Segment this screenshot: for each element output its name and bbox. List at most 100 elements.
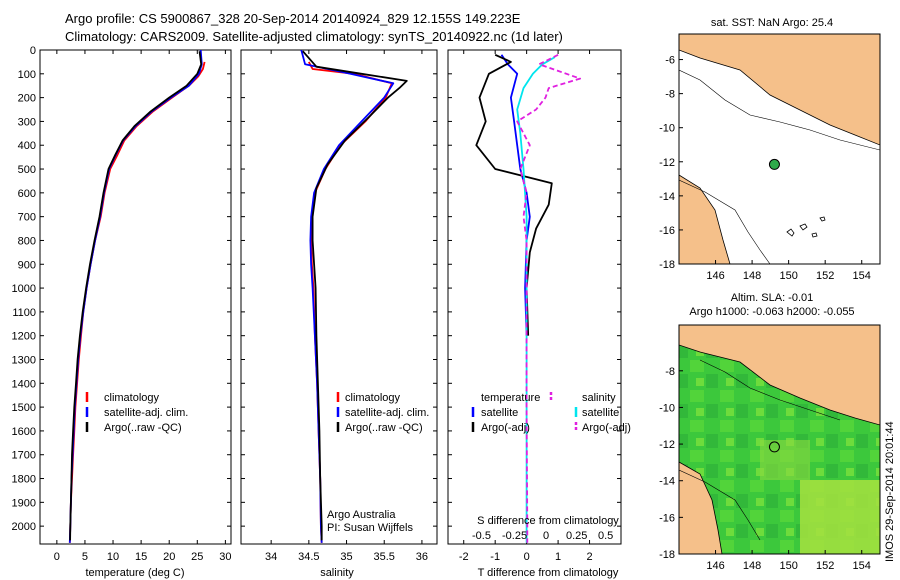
xtick-label: 1 (555, 551, 561, 563)
ytick-label: 300 (18, 116, 36, 128)
sla-map-float-marker (768, 441, 780, 453)
salinity-xlabel: salinity (320, 567, 354, 579)
map-ytick-label: -18 (659, 259, 675, 271)
diff-top-tick-3: 0.25 (566, 530, 587, 542)
map-xtick-label: 146 (706, 270, 724, 282)
xtick-label: 5 (82, 551, 88, 563)
temp-legend-sat: satellite-adj. clim. (104, 407, 188, 419)
temperature-legend: climatology satellite-adj. clim. Argo(..… (85, 392, 188, 434)
ytick-label: 500 (18, 164, 36, 176)
map-xtick-label: 150 (779, 270, 797, 282)
diff-legend-sargo: Argo(-adj) (582, 422, 631, 434)
map-xtick-label: 148 (743, 560, 761, 572)
series-line-2 (69, 51, 203, 541)
sst-map-shelf-contour (679, 69, 880, 151)
ytick-label: 2000 (12, 521, 36, 533)
xtick-label: 15 (135, 551, 147, 563)
xtick-label: 30 (219, 551, 231, 563)
ytick-label: 600 (18, 188, 36, 200)
sla-map-high-anomaly (800, 480, 880, 554)
xtick-label: 0 (54, 551, 60, 563)
series-line-1 (475, 53, 553, 336)
diff-top-tick-4: 0.5 (598, 530, 613, 542)
sst-map: sat. SST: NaN Argo: 25.4 146 148 150 152 154… (659, 17, 881, 282)
diff-legend-ssat: satellite (582, 407, 619, 419)
ytick-label: 1800 (12, 474, 36, 486)
ytick-label: 1000 (12, 283, 36, 295)
ytick-label: 400 (18, 140, 36, 152)
map-ytick-label: -16 (659, 512, 675, 524)
figure-title-line1: Argo profile: CS 5900867_328 20-Sep-2014… (65, 11, 521, 26)
sal-legend-sat: satellite-adj. clim. (345, 407, 429, 419)
side-timestamp-label: IMOS 29-Sep-2014 20:01:44 (884, 421, 896, 562)
ytick-label: 1900 (12, 497, 36, 509)
diff-top-tick-2: 0 (543, 530, 549, 542)
sst-map-title: sat. SST: NaN Argo: 25.4 (711, 17, 833, 29)
sla-map: Altim. SLA: -0.01 Argo h1000: -0.063 h20… (659, 292, 881, 572)
ytick-label: 1100 (12, 307, 36, 319)
map-xtick-label: 154 (853, 270, 871, 282)
salinity-axes-box (240, 49, 438, 545)
xtick-label: 34.5 (298, 551, 319, 563)
sst-map-reef-contour (679, 179, 771, 264)
ytick-label: 900 (18, 259, 36, 271)
ytick-label: 0 (30, 45, 36, 57)
map-ytick-label: -16 (659, 225, 675, 237)
xtick-label: 36 (416, 551, 428, 563)
xtick-label: 25 (191, 551, 203, 563)
ytick-label: 1200 (12, 331, 36, 343)
sst-map-frame (678, 33, 881, 265)
ytick-label: 700 (18, 212, 36, 224)
xtick-label: 35 (340, 551, 352, 563)
salinity-annotation-2: PI: Susan Wijffels (327, 522, 413, 534)
sla-map-reef-contour (679, 469, 761, 541)
sst-map-islands (786, 216, 826, 238)
sal-legend-clim: climatology (345, 392, 401, 404)
ytick-label: 1700 (12, 450, 36, 462)
sla-map-contour (699, 359, 841, 421)
map-xtick-label: 146 (706, 560, 724, 572)
ytick-label: 800 (18, 235, 36, 247)
ytick-label: 1400 (12, 378, 36, 390)
map-ytick-label: -10 (659, 402, 675, 414)
xtick-label: 35.5 (374, 551, 395, 563)
figure-title-line2: Climatology: CARS2009. Satellite-adjuste… (65, 29, 563, 44)
xtick-label: 20 (163, 551, 175, 563)
sla-map-mid-anomaly (760, 440, 810, 480)
temperature-panel: 0100200300400500600700800900100011001200… (12, 45, 232, 579)
map-ytick-label: -12 (659, 157, 675, 169)
difference-legend: temperature satellite Argo(-adj) salinit… (471, 392, 631, 434)
map-ytick-label: -12 (659, 439, 675, 451)
sla-map-title-2: Argo h1000: -0.063 h2000: -0.055 (689, 306, 854, 318)
sla-map-land-png (679, 325, 880, 426)
sla-map-land-aus (679, 461, 723, 554)
xtick-label: 10 (107, 551, 119, 563)
difference-xlabel: T difference from climatology (478, 567, 619, 579)
diff-legend-sal-title: salinity (582, 392, 616, 404)
sst-map-land-aus (679, 174, 731, 264)
diff-legend-temp-title: temperature (481, 392, 540, 404)
map-xtick-label: 152 (816, 270, 834, 282)
sla-map-title-1: Altim. SLA: -0.01 (731, 292, 814, 304)
sst-map-float-marker (768, 158, 780, 170)
diff-top-tick-0: -0.5 (472, 530, 491, 542)
map-xtick-label: 154 (853, 560, 871, 572)
difference-axes-box (447, 49, 622, 545)
series-line-3 (516, 53, 581, 543)
map-ytick-label: -10 (659, 123, 675, 135)
ytick-label: 1300 (12, 354, 36, 366)
map-xtick-label: 150 (779, 560, 797, 572)
xtick-label: 0 (524, 551, 530, 563)
xtick-label: -2 (459, 551, 469, 563)
xtick-label: 2 (586, 551, 592, 563)
xtick-label: -1 (490, 551, 500, 563)
map-ytick-label: -8 (665, 366, 675, 378)
ytick-label: 200 (18, 93, 36, 105)
map-ytick-label: -14 (659, 476, 675, 488)
diff-legend-tsat: satellite (481, 407, 518, 419)
series-line-2 (302, 50, 408, 541)
temperature-xlabel: temperature (deg C) (85, 567, 184, 579)
map-xtick-label: 152 (816, 560, 834, 572)
difference-panel: -2 -1 0 1 2 T difference from climatology S … (447, 49, 631, 579)
